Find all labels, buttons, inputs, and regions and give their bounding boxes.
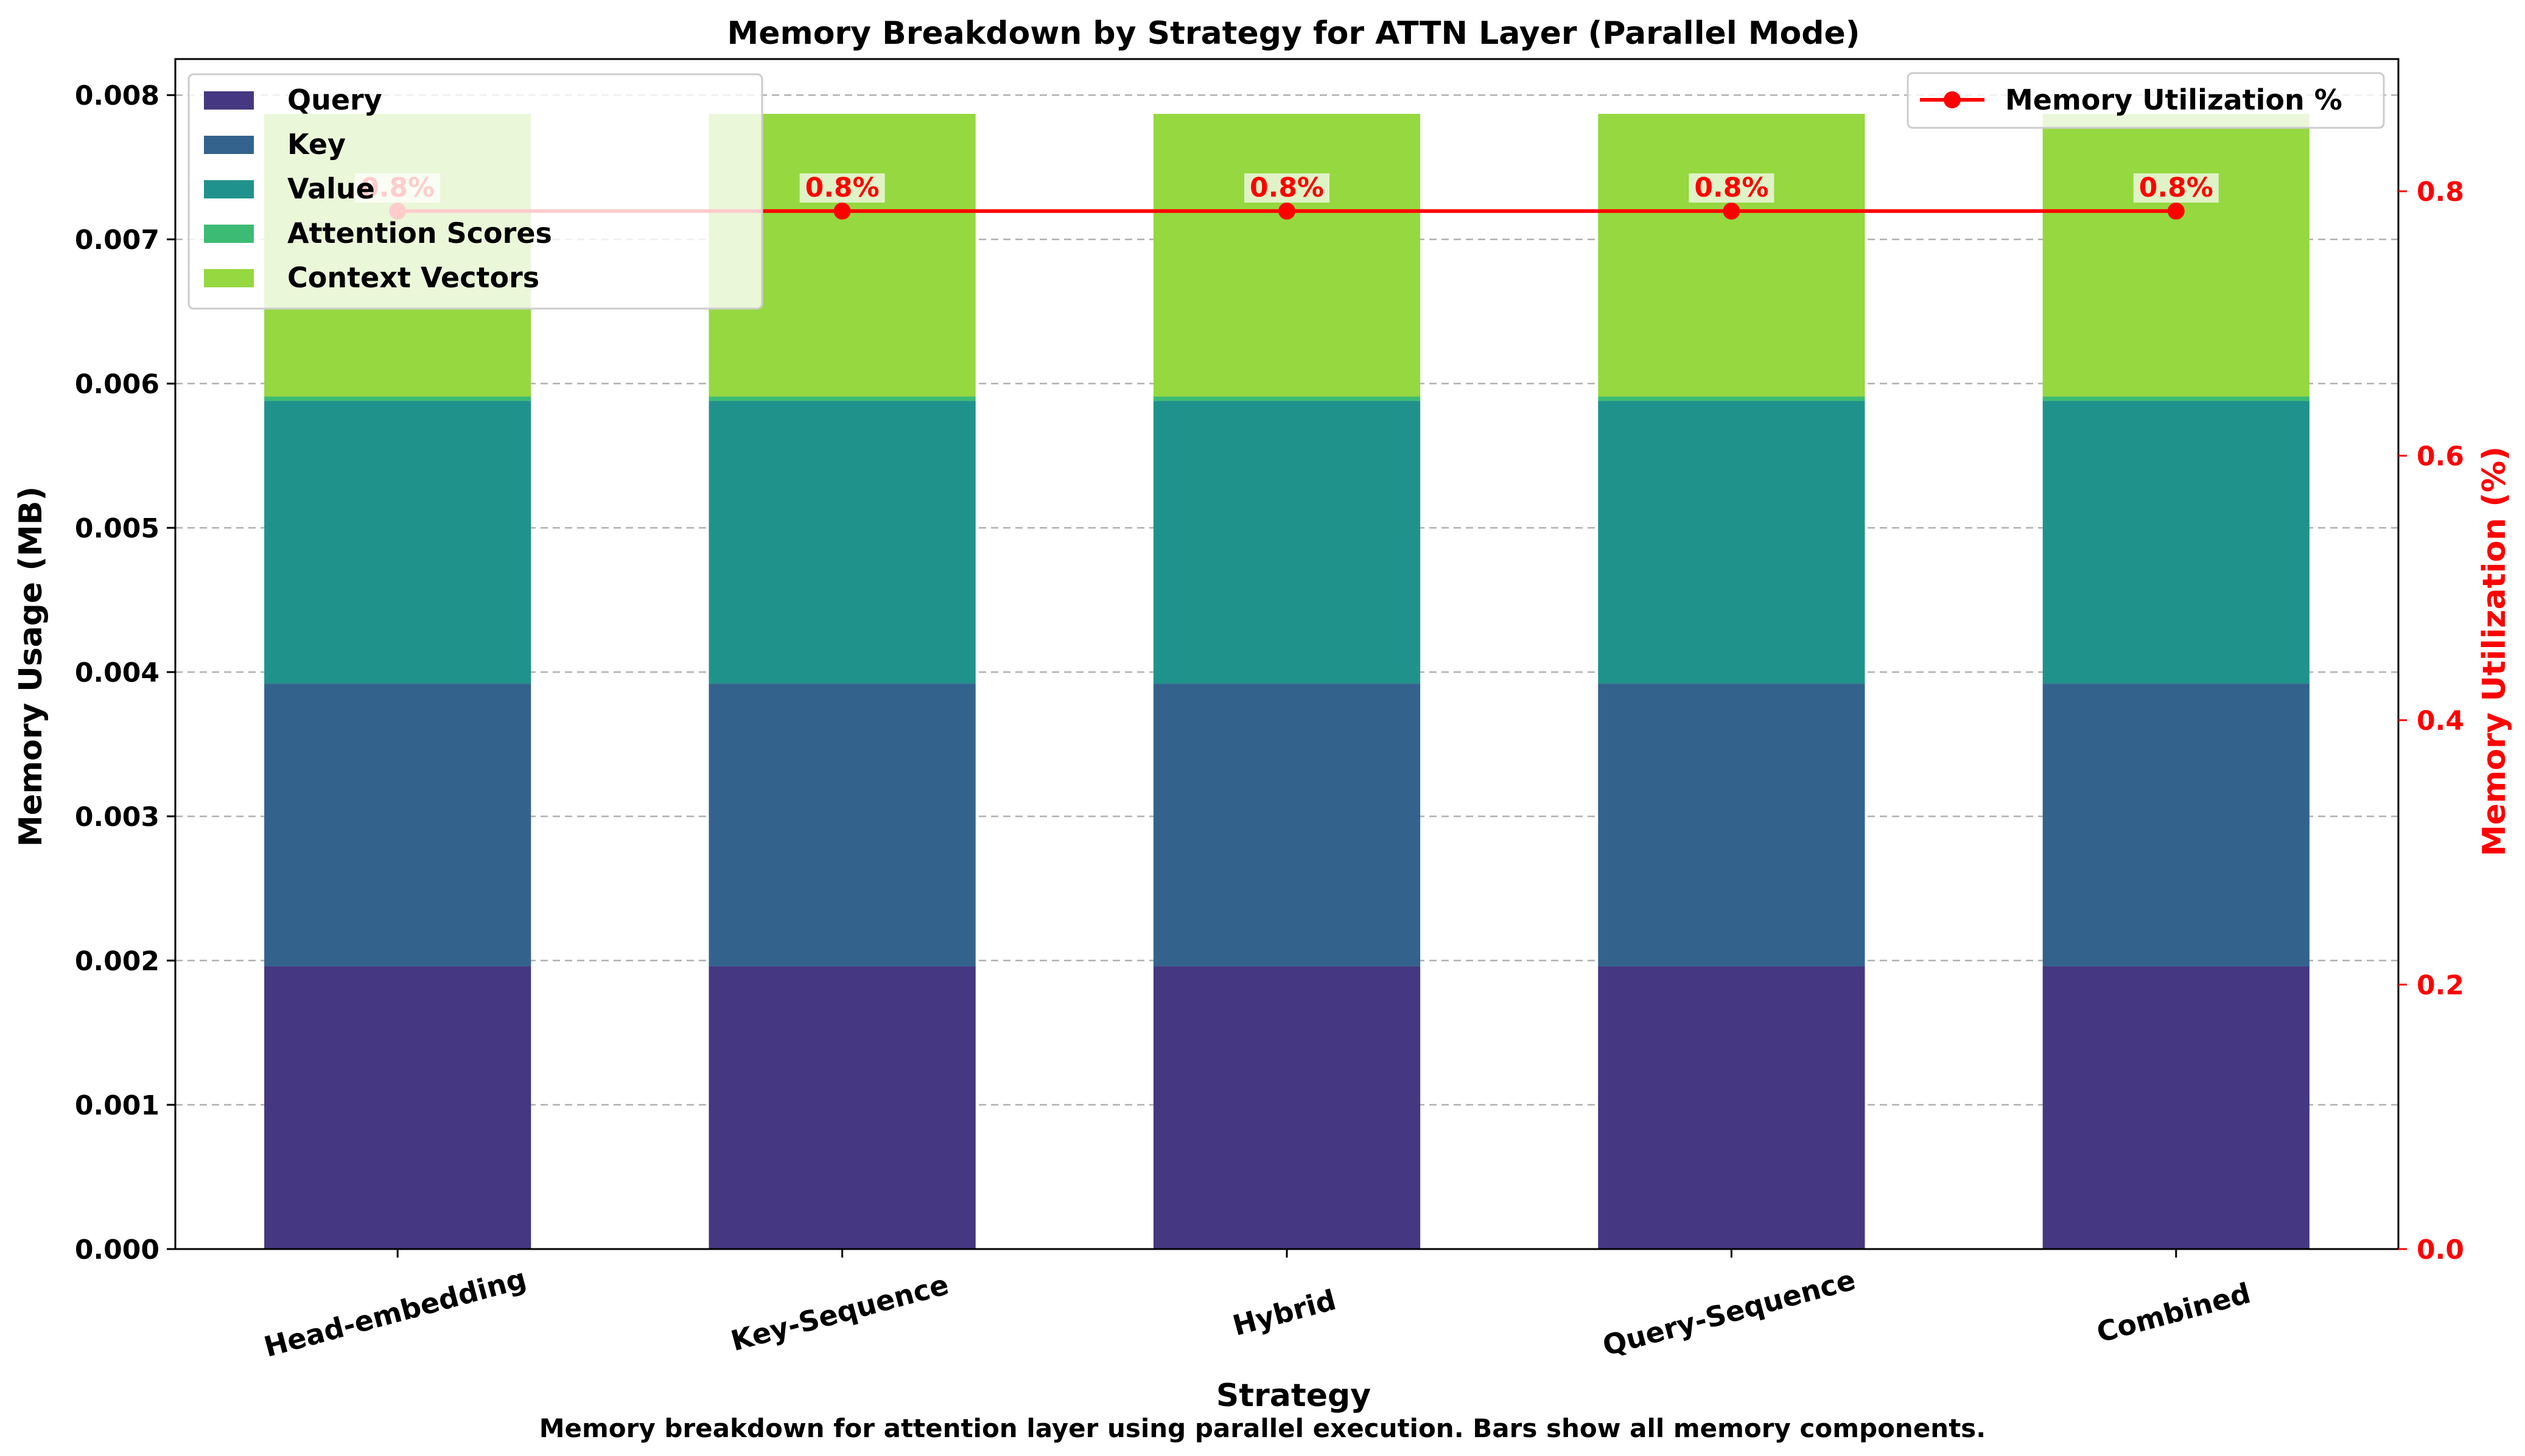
bar-value-head-embedding [264,401,531,684]
bar-query-hybrid [1153,966,1421,1249]
y-tick-label: 0.005 [75,513,159,544]
legend-label-right: Memory Utilization % [2005,83,2342,116]
legend-frame-right [1907,72,2385,129]
utilization-label-bg [1244,173,1329,203]
legend-frame [187,73,763,310]
bar-key-combined [2042,684,2310,967]
y-axis-label: Memory Usage (MB) [13,486,49,847]
utilization-label: 0.8% [1694,172,1768,203]
bar-attention-scores-key-sequence [709,396,976,401]
legend-utilization: Memory Utilization % [1907,72,2385,129]
bar-attention-scores-query-sequence [1598,396,1865,401]
utilization-label: 0.8% [805,172,880,203]
y-tick-label-right: 0.0 [2417,1234,2464,1265]
utilization-point [2167,202,2185,220]
y-tick-label-right: 0.8 [2417,177,2464,208]
bar-value-key-sequence [709,401,976,684]
legend-swatch [204,91,254,110]
x-axis-label: Strategy [1216,1377,1371,1414]
bar-attention-scores-hybrid [1153,396,1421,401]
legend-label: Value [287,172,375,205]
bar-value-combined [2042,401,2310,684]
utilization-point [833,202,851,220]
y-tick-label: 0.006 [75,369,159,400]
bar-value-hybrid [1153,401,1421,684]
bar-value-query-sequence [1598,401,1865,684]
bar-query-key-sequence [709,966,976,1249]
legend-swatch [204,180,254,198]
bar-key-hybrid [1153,684,1421,967]
bar-attention-scores-combined [2042,396,2310,401]
utilization-point [1723,202,1740,220]
y-tick-label: 0.008 [75,80,159,111]
utilization-point [1278,202,1295,220]
bar-context-vectors-hybrid [1153,114,1421,397]
legend-swatch [204,136,254,154]
bar-query-head-embedding [264,966,531,1249]
caption: Memory breakdown for attention layer usi… [539,1413,1986,1443]
y-tick-label: 0.001 [75,1090,159,1121]
chart-title: Memory Breakdown by Strategy for ATTN La… [727,15,1860,52]
bar-context-vectors-combined [2042,114,2310,397]
legend-swatch [204,225,254,243]
bar-key-query-sequence [1598,684,1865,967]
utilization-label: 0.8% [1250,172,1324,203]
legend-label: Key [287,128,346,161]
legend-label: Attention Scores [287,217,552,250]
y-tick-label: 0.003 [75,802,159,833]
y-axis-label-right: Memory Utilization (%) [2476,446,2513,856]
bar-key-head-embedding [264,684,531,967]
legend-label: Context Vectors [287,261,539,294]
legend-swatch [204,269,254,287]
bar-query-query-sequence [1598,966,1865,1249]
y-tick-label-right: 0.4 [2417,705,2464,737]
legend-components: Query Key Value Attention Scores Context Vec… [187,73,763,310]
bar-context-vectors-query-sequence [1598,114,1865,397]
y-tick-label: 0.002 [75,946,159,977]
utilization-label-bg [2133,173,2219,203]
bar-key-key-sequence [709,684,976,967]
bar-attention-scores-head-embedding [264,396,531,401]
utilization-label: 0.8% [2139,172,2213,203]
legend-marker [1944,91,1961,108]
bar-query-combined [2042,966,2310,1249]
utilization-label-bg [799,173,885,203]
y-tick-label-right: 0.6 [2417,441,2464,472]
utilization-label-bg [1689,173,1774,203]
y-tick-label: 0.007 [75,225,159,256]
y-tick-label-right: 0.2 [2417,970,2464,1001]
y-tick-label: 0.000 [75,1234,159,1265]
legend-label: Query [287,83,382,116]
y-tick-label: 0.004 [75,657,159,688]
